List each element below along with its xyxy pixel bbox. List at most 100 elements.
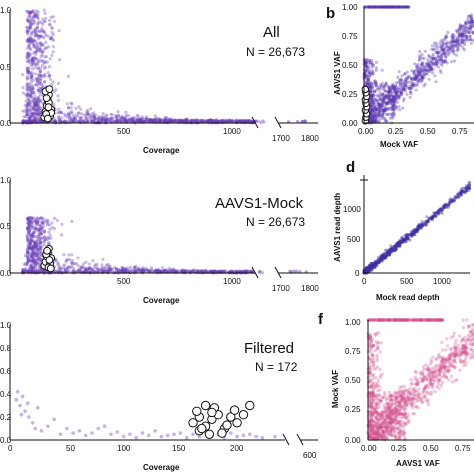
data-point bbox=[38, 250, 42, 254]
data-point bbox=[48, 37, 52, 41]
data-point bbox=[429, 65, 433, 69]
data-point bbox=[60, 116, 64, 120]
data-point bbox=[25, 235, 29, 239]
data-point bbox=[34, 31, 38, 36]
data-point bbox=[42, 36, 46, 40]
data-point bbox=[57, 111, 62, 115]
data-point bbox=[35, 49, 39, 53]
data-point bbox=[30, 268, 34, 272]
data-point bbox=[37, 223, 41, 227]
data-point bbox=[196, 119, 201, 123]
data-point bbox=[225, 119, 229, 123]
data-point bbox=[25, 112, 29, 116]
data-point bbox=[68, 111, 72, 115]
data-point bbox=[39, 73, 44, 77]
data-point bbox=[214, 270, 218, 274]
data-point bbox=[394, 107, 398, 111]
data-point bbox=[103, 118, 107, 123]
data-point bbox=[25, 109, 29, 113]
data-point bbox=[370, 268, 374, 272]
data-point bbox=[466, 17, 470, 21]
data-point bbox=[35, 117, 39, 121]
data-point bbox=[35, 109, 39, 113]
data-point bbox=[219, 119, 224, 123]
data-point bbox=[31, 17, 36, 22]
data-point bbox=[397, 241, 401, 245]
data-point bbox=[452, 331, 456, 335]
data-point bbox=[40, 50, 44, 54]
data-point bbox=[165, 118, 169, 122]
data-point bbox=[246, 119, 250, 124]
panel-all-ytick-0.0: 0.0 bbox=[0, 119, 12, 128]
data-point bbox=[412, 77, 416, 82]
data-point bbox=[456, 47, 461, 52]
data-point bbox=[71, 262, 75, 266]
data-point bbox=[57, 115, 61, 119]
data-point bbox=[189, 119, 193, 124]
data-point bbox=[180, 119, 184, 123]
data-point bbox=[136, 119, 141, 123]
data-point bbox=[32, 103, 37, 107]
data-point bbox=[194, 118, 198, 122]
panel-all-xtick-500: 500 bbox=[117, 127, 131, 136]
data-point bbox=[87, 116, 91, 120]
data-point bbox=[33, 116, 37, 120]
data-point bbox=[400, 236, 404, 239]
data-point bbox=[229, 119, 233, 123]
data-point bbox=[180, 119, 184, 123]
data-point bbox=[178, 119, 183, 123]
data-point bbox=[25, 226, 30, 230]
data-point bbox=[436, 65, 440, 69]
data-point bbox=[35, 103, 39, 107]
data-point bbox=[93, 117, 97, 121]
data-point bbox=[26, 28, 31, 32]
data-point bbox=[100, 119, 104, 123]
data-point bbox=[39, 30, 44, 34]
data-point bbox=[34, 112, 39, 116]
data-point bbox=[30, 10, 34, 14]
data-point bbox=[151, 119, 156, 123]
data-point bbox=[452, 199, 456, 203]
data-point bbox=[26, 51, 30, 55]
data-point bbox=[396, 89, 400, 93]
data-point bbox=[31, 87, 35, 91]
data-point bbox=[31, 253, 35, 257]
data-point bbox=[152, 119, 156, 123]
data-point bbox=[26, 18, 30, 22]
data-point bbox=[21, 267, 25, 271]
data-point bbox=[41, 59, 45, 63]
data-point bbox=[33, 100, 37, 105]
data-point bbox=[25, 54, 29, 59]
data-point bbox=[25, 70, 30, 74]
data-point bbox=[65, 426, 69, 431]
data-point bbox=[52, 19, 57, 23]
data-point bbox=[68, 116, 73, 120]
data-point bbox=[62, 264, 66, 268]
data-point bbox=[168, 118, 172, 123]
data-point bbox=[205, 119, 210, 123]
data-point bbox=[28, 85, 32, 89]
data-point bbox=[34, 101, 39, 105]
data-point bbox=[192, 118, 196, 122]
data-point bbox=[170, 119, 174, 124]
data-point bbox=[37, 219, 41, 223]
data-point bbox=[122, 119, 126, 123]
panel-filtered-xtick-50: 50 bbox=[66, 444, 75, 453]
data-point bbox=[144, 270, 148, 274]
data-point bbox=[37, 243, 41, 247]
data-point bbox=[397, 70, 401, 74]
data-point bbox=[162, 268, 166, 272]
data-point bbox=[257, 269, 261, 273]
data-point bbox=[212, 269, 216, 273]
data-point bbox=[27, 117, 31, 121]
data-point bbox=[223, 118, 227, 122]
highlight-point bbox=[207, 407, 217, 418]
data-point bbox=[391, 114, 395, 119]
data-point bbox=[374, 113, 378, 118]
data-point bbox=[133, 265, 137, 269]
data-point bbox=[176, 118, 180, 122]
data-point bbox=[429, 59, 433, 64]
data-point bbox=[221, 120, 225, 124]
data-point bbox=[70, 261, 74, 265]
data-point bbox=[34, 27, 38, 31]
